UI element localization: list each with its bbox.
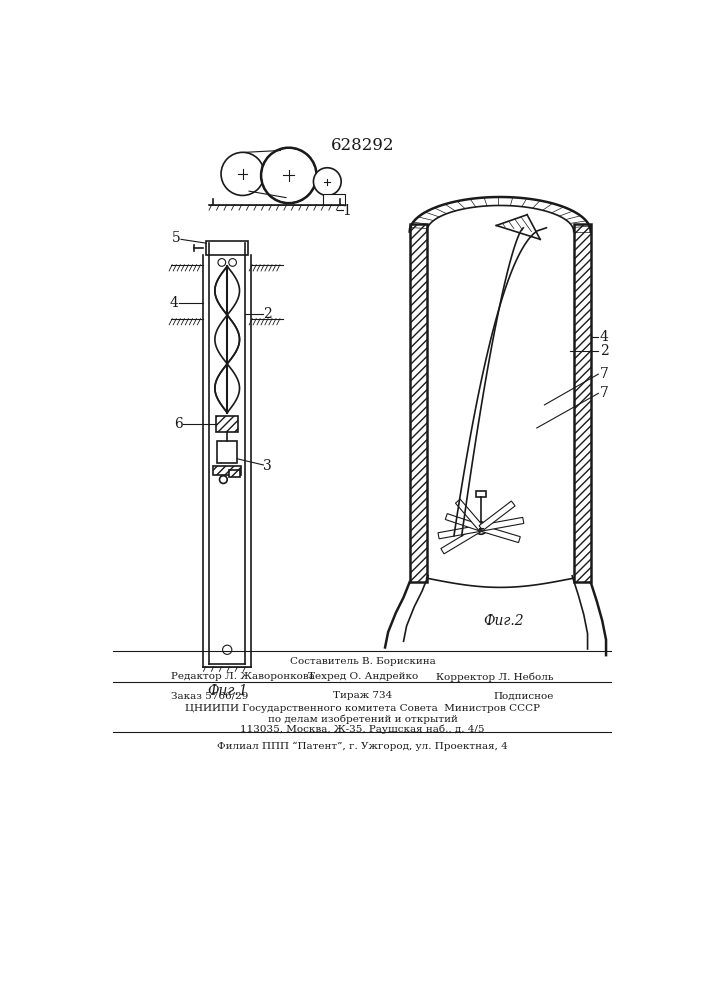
- Circle shape: [261, 148, 317, 203]
- Text: Заказ 5766/29: Заказ 5766/29: [171, 691, 248, 700]
- Bar: [216, 416, 238, 432]
- Circle shape: [313, 168, 341, 195]
- Text: Корректор Л. Неболь: Корректор Л. Неболь: [436, 672, 554, 682]
- Polygon shape: [479, 501, 515, 531]
- Text: Составитель В. Борискина: Составитель В. Борискина: [290, 657, 436, 666]
- Text: по делам изобретений и открытий: по делам изобретений и открытий: [268, 714, 457, 724]
- Text: Фиг.2: Фиг.2: [484, 614, 524, 628]
- Text: 3: 3: [264, 460, 272, 474]
- Text: 7: 7: [600, 386, 609, 400]
- Text: 7: 7: [600, 367, 609, 381]
- Text: 2: 2: [264, 307, 272, 321]
- Bar: [573, 224, 590, 582]
- Circle shape: [475, 522, 487, 534]
- Bar: [409, 224, 426, 582]
- Text: Техред О. Андрейко: Техред О. Андрейко: [308, 672, 418, 681]
- Polygon shape: [438, 525, 481, 539]
- Text: ЦНИИПИ Государственного комитета Совета  Министров СССР: ЦНИИПИ Государственного комитета Совета …: [185, 704, 540, 713]
- Text: 113035, Москва, Ж-35, Раушская наб., д. 4/5: 113035, Москва, Ж-35, Раушская наб., д. …: [240, 724, 485, 734]
- Polygon shape: [441, 525, 482, 554]
- Text: 4: 4: [600, 330, 609, 344]
- Text: Фиг.1: Фиг.1: [207, 684, 247, 698]
- Text: Филиал ППП “Патент”, г. Ужгород, ул. Проектная, 4: Филиал ППП “Патент”, г. Ужгород, ул. Про…: [217, 742, 508, 751]
- Text: Редактор Л. Жаворонкова: Редактор Л. Жаворонкова: [171, 672, 315, 681]
- Text: 1: 1: [343, 204, 351, 218]
- Text: Тираж 734: Тираж 734: [333, 691, 392, 700]
- Polygon shape: [445, 514, 482, 531]
- Text: 6: 6: [174, 417, 182, 431]
- Polygon shape: [480, 517, 524, 531]
- Text: 628292: 628292: [331, 137, 395, 154]
- Bar: [229, 470, 240, 477]
- Bar: [477, 491, 486, 497]
- Bar: [214, 466, 241, 475]
- Bar: [206, 241, 248, 255]
- Bar: [217, 441, 238, 463]
- Circle shape: [221, 152, 264, 195]
- Polygon shape: [455, 499, 484, 530]
- Text: Подписное: Подписное: [493, 691, 554, 700]
- Text: 4: 4: [170, 296, 179, 310]
- Bar: [324, 194, 345, 205]
- Polygon shape: [480, 525, 520, 543]
- Text: 2: 2: [600, 344, 609, 358]
- Text: 5: 5: [173, 231, 181, 245]
